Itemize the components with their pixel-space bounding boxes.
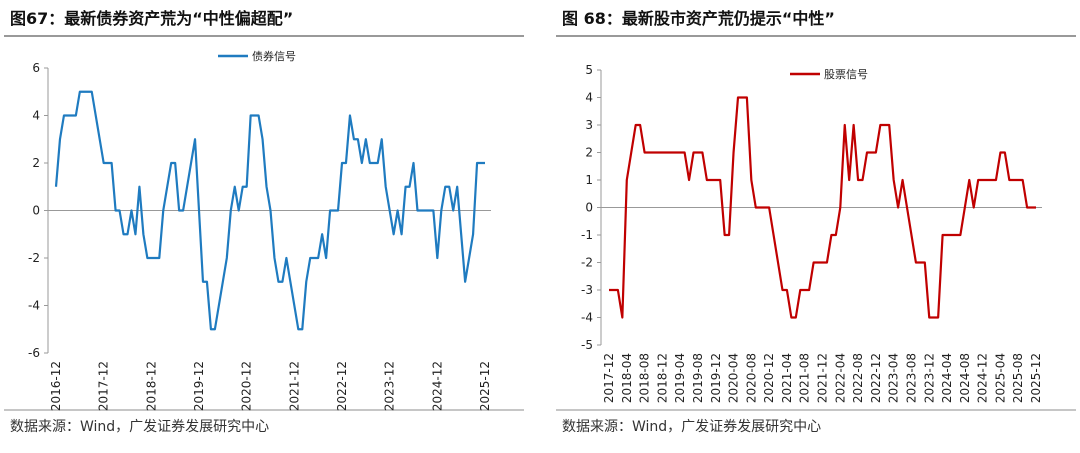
x-tick-label: 2019-12 [192,361,206,411]
x-tick-label: 2020-12 [240,361,254,411]
x-tick-label: 2025-12 [478,361,492,411]
y-tick-label: 2 [32,156,40,170]
x-tick-label: 2016-12 [49,361,63,411]
x-tick-label: 2025-04 [993,353,1007,403]
x-tick-label: 2022-12 [869,353,883,403]
y-tick-label: 6 [32,61,40,75]
y-tick-label: 5 [585,63,593,77]
source-note: 数据来源：Wind，广发证券发展研究中心 [10,419,269,435]
legend-label: 债券信号 [252,49,296,63]
x-tick-label: 2020-12 [762,353,776,403]
x-tick-label: 2025-08 [1011,353,1025,403]
y-tick-label: 4 [32,109,40,123]
x-tick-label: 2021-04 [780,353,794,403]
y-tick-label: -2 [28,251,40,265]
series-line [609,96,1036,319]
chart-title: 图67：最新债券资产荒为“中性偏超配” [10,9,293,28]
x-tick-label: 2018-12 [655,353,669,403]
x-tick-label: 2017-12 [97,361,111,411]
x-tick-label: 2022-12 [335,361,349,411]
x-tick-label: 2019-12 [709,353,723,403]
series-line [54,90,485,331]
x-tick-label: 2018-04 [620,353,634,403]
y-tick-label: 0 [585,201,593,215]
chart-panel: 图 68：最新股市资产荒仍提示“中性” 数据来源：Wind，广发证券发展研究中心 -… [556,9,1076,435]
x-tick-label: 2018-08 [638,353,652,403]
y-tick-label: 2 [585,146,593,160]
y-tick-label: -2 [581,256,593,270]
x-tick-label: 2017-12 [602,353,616,403]
y-tick-label: -4 [581,311,593,325]
x-tick-label: 2023-12 [922,353,936,403]
x-tick-label: 2019-04 [673,353,687,403]
y-tick-label: 4 [585,91,593,105]
y-tick-label: -6 [28,346,40,360]
x-tick-label: 2021-12 [816,353,830,403]
x-tick-label: 2023-04 [887,353,901,403]
x-tick-label: 2024-08 [958,353,972,403]
y-tick-label: 0 [32,204,40,218]
x-tick-label: 2023-12 [383,361,397,411]
x-tick-label: 2024-12 [430,361,444,411]
y-tick-label: -3 [581,283,593,297]
chart-title: 图 68：最新股市资产荒仍提示“中性” [562,9,835,28]
x-tick-label: 2020-08 [744,353,758,403]
x-tick-label: 2023-08 [904,353,918,403]
source-note: 数据来源：Wind，广发证券发展研究中心 [562,419,821,435]
legend-label: 股票信号 [824,68,868,81]
y-tick-label: 1 [585,173,593,187]
y-tick-label: 3 [585,118,593,132]
x-tick-label: 2021-12 [287,361,301,411]
y-tick-label: -4 [28,299,40,313]
x-tick-label: 2022-04 [833,353,847,403]
y-tick-label: -5 [581,338,593,352]
x-tick-label: 2022-08 [851,353,865,403]
x-tick-label: 2024-12 [976,353,990,403]
x-tick-label: 2018-12 [144,361,158,411]
x-tick-label: 2019-08 [691,353,705,403]
chart-panel: 图67：最新债券资产荒为“中性偏超配” 数据来源：Wind，广发证券发展研究中心 -… [4,9,524,435]
y-tick-label: -1 [581,228,593,242]
x-tick-label: 2020-04 [727,353,741,403]
x-tick-label: 2024-04 [940,353,954,403]
x-tick-label: 2025-12 [1029,353,1043,403]
x-tick-label: 2021-08 [798,353,812,403]
